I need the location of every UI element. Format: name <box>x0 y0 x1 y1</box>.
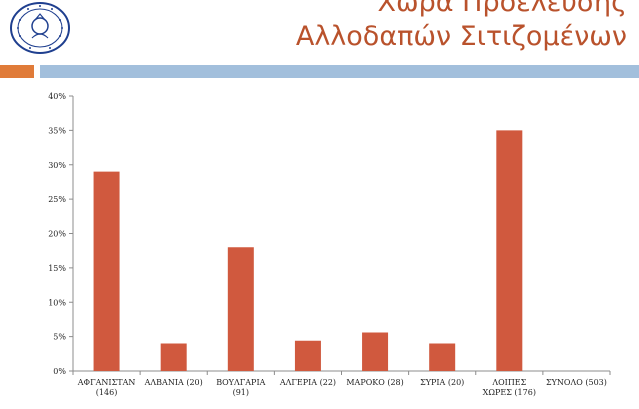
bar <box>294 340 321 371</box>
bar <box>496 130 523 371</box>
slide-title-line-2: Αλλοδαπών Σιτιζομένων <box>295 21 627 52</box>
bar <box>429 343 456 371</box>
bar <box>160 343 187 371</box>
y-tick-label: 15% <box>48 264 66 273</box>
category-label: ΑΛΓΕΡΙΑ (22) <box>279 378 336 387</box>
university-seal-icon <box>10 2 70 54</box>
category-label: ΛΟΙΠΕΣ ΧΩΡΕΣ (176) <box>483 378 536 397</box>
y-tick-label: 20% <box>48 230 66 239</box>
bar <box>93 171 120 371</box>
y-tick-label: 25% <box>48 195 66 204</box>
y-tick-label: 5% <box>53 333 66 342</box>
category-label: ΒΟΥΛΓΑΡΙΑ (91) <box>216 378 265 397</box>
y-tick-label: 0% <box>53 367 66 376</box>
category-label: ΣΥΝΟΛΟ (503) <box>546 378 607 387</box>
slide-title-line-1: Χώρα Προέλευσης <box>377 0 627 18</box>
y-tick-label: 10% <box>48 298 66 307</box>
category-label: ΑΛΒΑΝΙΑ (20) <box>144 378 203 387</box>
y-tick-label: 30% <box>48 161 66 170</box>
category-label: ΑΦΓΑΝΙΣΤΑΝ (146) <box>77 378 136 397</box>
bar <box>227 247 254 371</box>
category-label: ΣΥΡΙΑ (20) <box>420 378 464 387</box>
bar <box>362 332 389 371</box>
y-tick-label: 35% <box>48 126 66 135</box>
y-tick-label: 40% <box>48 92 66 101</box>
accent-bar-blue <box>40 65 639 78</box>
accent-bar-orange <box>0 65 34 78</box>
slide-title: Χώρα Προέλευσης Αλλοδαπών Σιτιζομένων <box>296 0 627 54</box>
category-label: ΜΑΡΟΚΟ (28) <box>346 378 403 387</box>
